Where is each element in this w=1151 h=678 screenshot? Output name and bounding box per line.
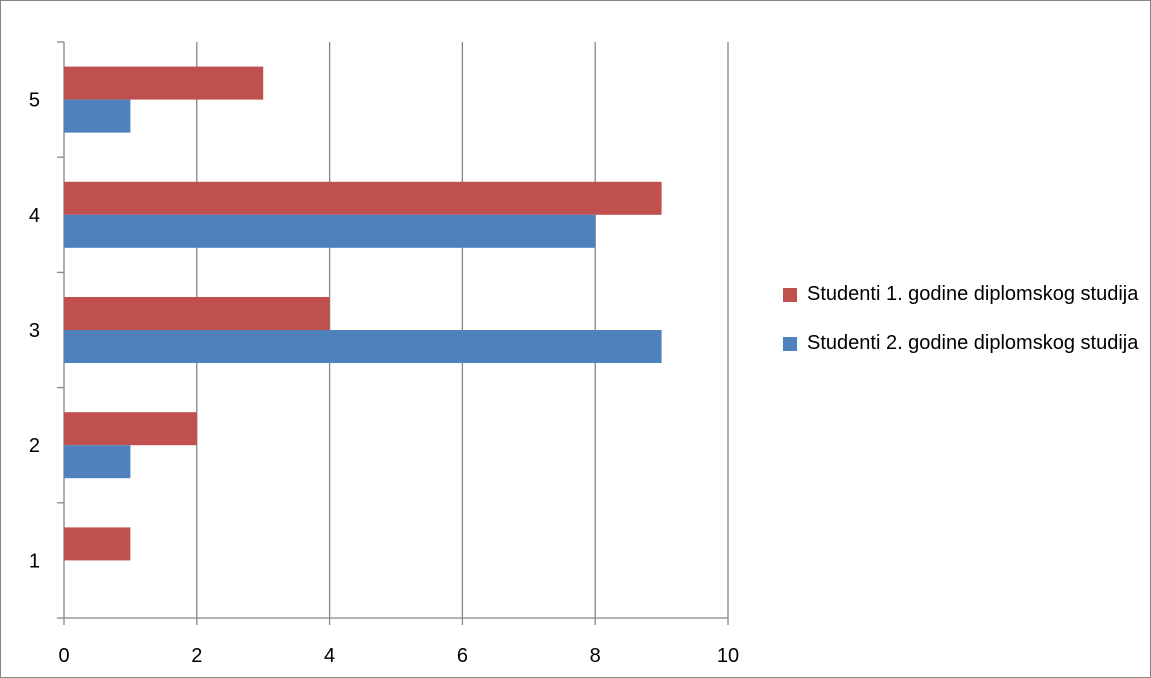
bar-series-1-category-1 bbox=[64, 527, 131, 561]
bar-series-2-category-5 bbox=[64, 99, 131, 133]
x-tick-label-2: 2 bbox=[191, 645, 202, 667]
y-tick-label-4: 4 bbox=[29, 205, 40, 227]
x-tick-label-4: 4 bbox=[324, 645, 335, 667]
y-tick-label-5: 5 bbox=[29, 90, 40, 112]
y-tick-label-1: 1 bbox=[29, 550, 40, 572]
y-tick-label-2: 2 bbox=[29, 435, 40, 457]
legend: Studenti 1. godine diplomskog studija St… bbox=[783, 280, 1143, 378]
x-tick-label-8: 8 bbox=[590, 645, 601, 667]
bar-series-1-category-5 bbox=[64, 66, 264, 100]
legend-item-series-2: Studenti 2. godine diplomskog studija bbox=[783, 329, 1143, 358]
legend-item-series-1: Studenti 1. godine diplomskog studija bbox=[783, 280, 1143, 309]
y-tick-label-3: 3 bbox=[29, 320, 40, 342]
x-tick-label-0: 0 bbox=[58, 645, 69, 667]
legend-label-series-2: Studenti 2. godine diplomskog studija bbox=[807, 332, 1139, 354]
legend-swatch-series-2 bbox=[783, 337, 797, 351]
bar-series-1-category-3 bbox=[64, 297, 330, 330]
x-tick-label-6: 6 bbox=[457, 645, 468, 667]
bar-series-1-category-2 bbox=[64, 412, 197, 446]
bar-series-2-category-2 bbox=[64, 445, 131, 479]
legend-label-series-1: Studenti 1. godine diplomskog studija bbox=[807, 283, 1139, 305]
bar-series-2-category-3 bbox=[64, 330, 662, 363]
bar-series-2-category-4 bbox=[64, 214, 596, 248]
x-tick-label-10: 10 bbox=[717, 645, 739, 667]
legend-swatch-series-1 bbox=[783, 288, 797, 302]
bar-series-1-category-4 bbox=[64, 181, 662, 215]
